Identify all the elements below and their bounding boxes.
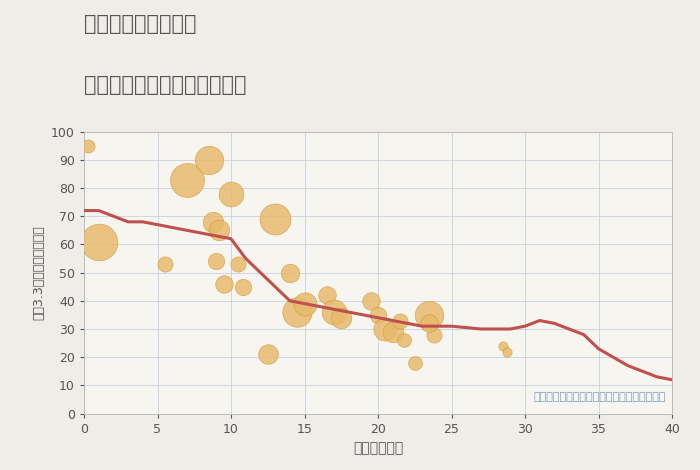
Point: [270, 215, 281, 223]
Point: [328, 308, 339, 316]
Point: [372, 311, 384, 319]
Point: [160, 260, 171, 268]
Point: [379, 325, 391, 333]
X-axis label: 築年数（年）: 築年数（年）: [353, 441, 403, 455]
Text: 築年数別中古マンション価格: 築年数別中古マンション価格: [84, 75, 246, 95]
Point: [211, 258, 222, 265]
Point: [284, 269, 295, 276]
Point: [225, 190, 237, 197]
Point: [237, 283, 248, 290]
Text: 円の大きさは、取引のあった物件面積を示す: 円の大きさは、取引のあった物件面積を示す: [533, 392, 666, 402]
Point: [424, 320, 435, 327]
Point: [214, 227, 225, 234]
Point: [83, 142, 94, 149]
Point: [497, 342, 508, 350]
Point: [181, 176, 193, 183]
Point: [321, 291, 332, 299]
Point: [365, 297, 377, 305]
Point: [399, 337, 410, 344]
Point: [424, 311, 435, 319]
Point: [262, 351, 273, 358]
Point: [409, 359, 420, 367]
Point: [299, 300, 310, 307]
Point: [395, 317, 406, 324]
Point: [291, 308, 302, 316]
Point: [336, 314, 347, 321]
Text: 三重県鈴鹿市徳居町: 三重県鈴鹿市徳居町: [84, 14, 197, 34]
Point: [93, 238, 104, 245]
Point: [502, 348, 513, 355]
Point: [218, 280, 230, 288]
Point: [387, 328, 398, 336]
Point: [232, 260, 244, 268]
Point: [203, 156, 214, 164]
Y-axis label: 坪（3.3㎡）単価（万円）: 坪（3.3㎡）単価（万円）: [32, 225, 46, 320]
Point: [208, 218, 219, 226]
Point: [428, 331, 440, 338]
